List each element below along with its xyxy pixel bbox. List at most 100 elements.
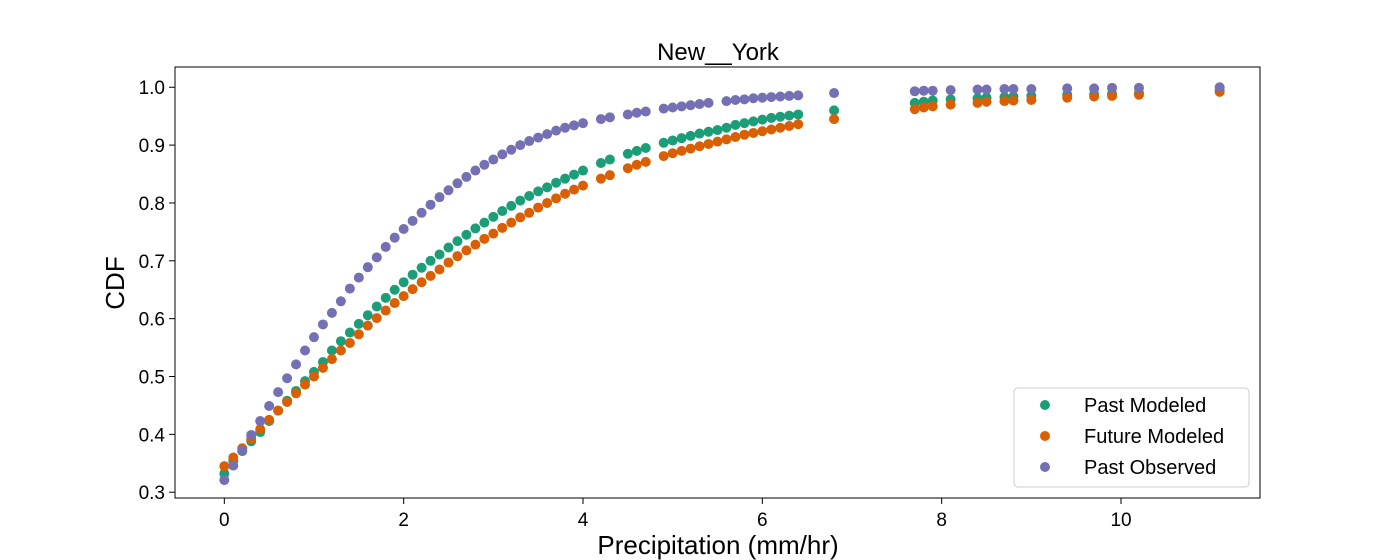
data-point-s2-8	[291, 359, 302, 370]
data-point-s1-67	[972, 97, 983, 108]
data-point-s1-59	[775, 122, 786, 133]
data-point-s1-40	[578, 180, 588, 191]
data-point-s0-31	[497, 206, 508, 217]
data-point-s2-17	[371, 252, 382, 263]
data-point-s1-28	[470, 239, 481, 250]
data-point-s2-63	[918, 85, 929, 96]
data-point-s2-23	[425, 199, 436, 210]
data-point-s1-60	[784, 121, 795, 132]
data-point-s1-43	[622, 163, 633, 174]
data-point-s0-41	[595, 158, 606, 169]
y-tick-label-1: 0.4	[139, 425, 166, 446]
data-point-s1-61	[793, 119, 804, 130]
data-point-s2-32	[506, 144, 517, 155]
data-point-s2-36	[542, 129, 553, 140]
data-point-s1-62	[829, 114, 840, 125]
chart-title: New__York	[657, 39, 780, 66]
data-point-s0-49	[685, 130, 696, 141]
data-point-s2-64	[927, 85, 938, 96]
data-point-s0-55	[739, 118, 750, 129]
data-point-s2-34	[524, 136, 535, 147]
data-point-s1-14	[344, 337, 355, 348]
data-point-s0-50	[694, 128, 705, 139]
data-point-s1-52	[712, 136, 723, 147]
data-point-s1-19	[389, 298, 400, 309]
data-point-s0-26	[452, 236, 463, 247]
data-point-s1-41	[595, 173, 606, 184]
x-tick-label-3: 6	[757, 510, 768, 531]
data-point-s0-29	[479, 217, 490, 228]
data-point-s0-58	[766, 112, 777, 123]
data-point-s0-54	[730, 119, 741, 130]
data-point-s0-32	[506, 200, 517, 211]
data-point-s1-42	[604, 170, 615, 181]
data-point-s2-58	[775, 91, 786, 102]
data-point-s0-15	[353, 318, 364, 329]
data-point-s0-22	[416, 262, 427, 273]
data-point-s2-5	[264, 401, 275, 412]
data-point-s2-75	[1214, 82, 1225, 93]
data-point-s1-13	[335, 345, 346, 356]
data-point-s2-55	[748, 93, 759, 104]
data-point-s1-38	[560, 188, 571, 199]
y-tick-label-7: 1.0	[139, 78, 165, 99]
data-point-s0-52	[712, 125, 723, 136]
x-tick-label-2: 4	[578, 510, 589, 531]
data-point-s1-53	[721, 134, 732, 145]
data-point-s0-40	[578, 165, 588, 176]
data-point-s1-9	[300, 379, 311, 390]
data-point-s0-43	[622, 148, 633, 159]
data-point-s0-13	[335, 336, 346, 347]
data-point-s2-14	[344, 283, 355, 294]
data-point-s1-26	[452, 251, 463, 262]
x-axis-label: Precipitation (mm/hr)	[597, 530, 838, 560]
data-point-s1-50	[694, 141, 705, 152]
data-point-s1-49	[685, 143, 696, 154]
data-point-s1-21	[407, 284, 418, 295]
data-point-s2-47	[667, 102, 678, 113]
data-point-s1-39	[569, 184, 580, 195]
data-point-s1-23	[425, 270, 436, 281]
data-point-s2-43	[622, 109, 633, 120]
data-point-s0-60	[784, 110, 795, 121]
data-point-s1-25	[443, 257, 454, 268]
data-point-s1-5	[264, 414, 275, 425]
data-point-s0-17	[371, 301, 382, 312]
y-tick-label-3: 0.6	[139, 310, 165, 331]
series-2	[219, 82, 1225, 486]
data-point-s1-73	[1089, 91, 1100, 102]
data-point-s1-10	[308, 371, 319, 382]
data-point-s2-19	[389, 232, 400, 243]
data-point-s0-18	[380, 292, 391, 303]
data-point-s1-24	[434, 264, 445, 275]
data-point-s2-53	[730, 94, 741, 105]
legend-label-0: Past Modeled	[1084, 395, 1206, 417]
data-point-s0-30	[488, 211, 499, 222]
data-point-s2-0	[219, 475, 230, 486]
data-point-s2-40	[578, 118, 588, 129]
data-point-s0-62	[829, 105, 840, 116]
data-point-s2-2	[237, 444, 248, 455]
data-point-s2-49	[685, 100, 696, 111]
data-point-s1-0	[219, 461, 230, 472]
data-point-s0-19	[389, 284, 400, 295]
y-axis-label: CDF	[100, 256, 130, 309]
data-point-s0-20	[398, 277, 409, 288]
data-point-s2-16	[362, 262, 373, 273]
data-point-s2-60	[793, 90, 804, 101]
data-point-s1-20	[398, 291, 409, 302]
data-point-s2-18	[380, 241, 391, 252]
data-point-s2-22	[416, 207, 427, 218]
data-point-s0-38	[560, 173, 571, 184]
legend-marker-1	[1040, 431, 1050, 441]
data-point-s2-48	[676, 101, 687, 112]
data-point-s2-31	[497, 149, 508, 160]
data-point-s2-1	[228, 460, 239, 471]
data-point-s1-47	[667, 148, 678, 159]
data-point-s0-42	[604, 154, 615, 165]
data-point-s1-31	[497, 222, 508, 233]
data-point-s2-52	[721, 96, 732, 107]
data-point-s1-51	[703, 138, 714, 149]
data-point-s1-48	[676, 145, 687, 156]
